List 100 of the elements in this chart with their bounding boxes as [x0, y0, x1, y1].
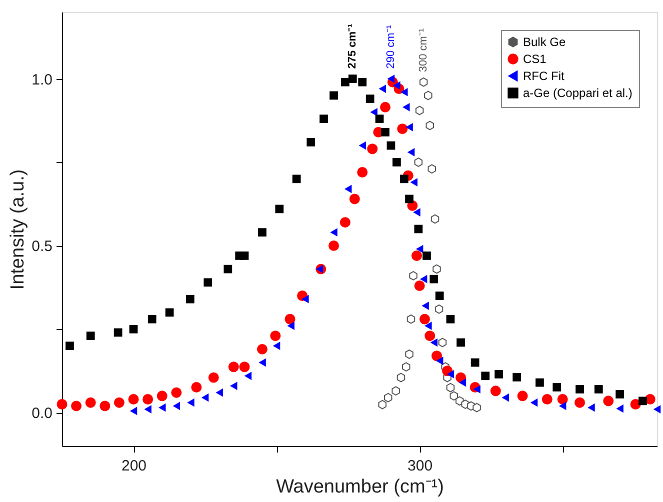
point: [424, 330, 436, 342]
point: [413, 208, 420, 216]
point: [430, 214, 440, 224]
point: [148, 314, 156, 324]
point: [470, 358, 480, 367]
point: [287, 322, 294, 330]
point: [165, 308, 174, 317]
point: [370, 108, 378, 116]
point: [56, 399, 68, 410]
point: [392, 386, 400, 396]
point: [71, 400, 82, 412]
point: [409, 271, 418, 280]
point: [172, 402, 180, 410]
point: [419, 314, 430, 324]
point: [588, 403, 595, 412]
point: [638, 396, 647, 406]
y-axis-title: Intensity (a.u.): [8, 169, 29, 290]
point: [616, 390, 624, 398]
point: [512, 373, 522, 382]
point: [348, 74, 357, 83]
point: [258, 358, 266, 367]
point: [284, 314, 296, 324]
point: [292, 174, 301, 184]
point: [224, 264, 232, 274]
point: [393, 81, 400, 90]
point: [306, 138, 316, 146]
point: [402, 362, 410, 372]
point: [400, 88, 408, 96]
point: [458, 378, 466, 387]
point: [396, 372, 406, 382]
point: [446, 382, 455, 392]
point: [558, 402, 566, 410]
x-tick-label: 200: [122, 458, 147, 474]
point: [574, 397, 586, 408]
x-tick-label: 300: [408, 458, 433, 474]
point: [456, 338, 465, 347]
point: [517, 390, 528, 402]
point: [114, 397, 124, 408]
point: [411, 250, 422, 261]
point: [494, 370, 503, 378]
point: [415, 106, 424, 116]
point: [431, 350, 442, 362]
point: [230, 382, 238, 390]
point: [328, 240, 339, 251]
point: [357, 167, 368, 178]
point: [187, 398, 194, 407]
point: [416, 244, 424, 254]
point: [344, 184, 352, 194]
point: [436, 356, 444, 366]
point: [490, 386, 501, 396]
point: [208, 372, 219, 383]
point: [407, 148, 415, 156]
point: [473, 385, 480, 394]
point: [384, 392, 392, 402]
point: [114, 328, 122, 337]
point: [275, 204, 284, 214]
point: [530, 398, 538, 407]
point: [186, 294, 194, 304]
point: [302, 294, 309, 304]
point: [435, 292, 444, 300]
point: [244, 372, 252, 380]
point: [420, 274, 428, 284]
point: [450, 391, 458, 401]
point: [86, 332, 95, 340]
point: [557, 394, 568, 404]
point: [434, 304, 444, 314]
point: [542, 394, 552, 404]
point: [422, 252, 431, 260]
annotation: 275 cm⁻¹: [346, 23, 359, 69]
point: [270, 330, 281, 342]
point: [367, 144, 378, 154]
point: [216, 388, 223, 397]
point: [414, 158, 423, 167]
point: [424, 90, 432, 100]
point: [156, 390, 168, 402]
legend-label: RFC Fit: [523, 69, 565, 83]
point: [272, 342, 280, 350]
point: [576, 385, 584, 394]
point: [378, 400, 387, 410]
point: [330, 228, 338, 237]
point: [472, 402, 481, 412]
point: [481, 372, 490, 380]
point: [603, 396, 614, 406]
point: [375, 114, 384, 124]
point: [330, 91, 338, 100]
point: [406, 122, 413, 132]
point: [228, 362, 239, 372]
point: [128, 394, 139, 404]
point: [171, 387, 182, 398]
point: [402, 102, 410, 112]
point: [552, 383, 562, 392]
point: [406, 314, 416, 324]
point: [446, 314, 455, 324]
legend-label: Bulk Ge: [523, 35, 566, 49]
point: [616, 404, 624, 413]
point: [424, 322, 432, 330]
annotation: 300 cm⁻¹: [418, 28, 430, 72]
point: [414, 224, 423, 234]
point: [130, 406, 138, 416]
annotation: 290 cm⁻¹: [384, 24, 397, 69]
